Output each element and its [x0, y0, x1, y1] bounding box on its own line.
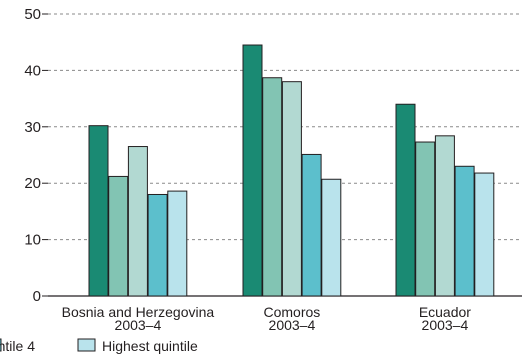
bar-4-3 [454, 165, 475, 297]
category-label: Ecuador [419, 304, 471, 320]
legend-swatch [77, 338, 96, 352]
category-label: Bosnia and Herzegovina [62, 304, 215, 320]
category-label: 2003–4 [269, 317, 316, 333]
bar-2-2 [262, 77, 283, 297]
category-label: 2003–4 [422, 317, 469, 333]
bar-5-3 [474, 172, 495, 297]
y-tick-label: 20 [24, 175, 41, 192]
bar-4-2 [301, 153, 322, 297]
legend-swatch [0, 338, 2, 352]
y-tick-label: 30 [24, 119, 41, 136]
bar-5-1 [167, 190, 188, 297]
category-label: 2003–4 [115, 317, 162, 333]
bar-1-3 [395, 103, 416, 297]
bar-4-1 [147, 193, 168, 297]
bar-3-1 [127, 146, 148, 297]
y-tick-label: 50 [24, 6, 41, 23]
bar-3-2 [281, 81, 302, 297]
legend-label: Highest quintile [102, 338, 198, 354]
y-tick-label: 40 [24, 62, 41, 79]
bar-1-2 [242, 44, 263, 297]
bar-2-3 [415, 141, 436, 297]
category-label: Comoros [264, 304, 321, 320]
y-tick-label: 10 [24, 232, 41, 249]
legend-label: Quintile 4 [0, 338, 35, 354]
bar-1-1 [88, 125, 109, 297]
y-tick-label: 0 [33, 288, 41, 305]
bar-3-3 [434, 135, 455, 297]
bar-2-1 [108, 175, 129, 297]
bar-5-2 [321, 178, 342, 297]
